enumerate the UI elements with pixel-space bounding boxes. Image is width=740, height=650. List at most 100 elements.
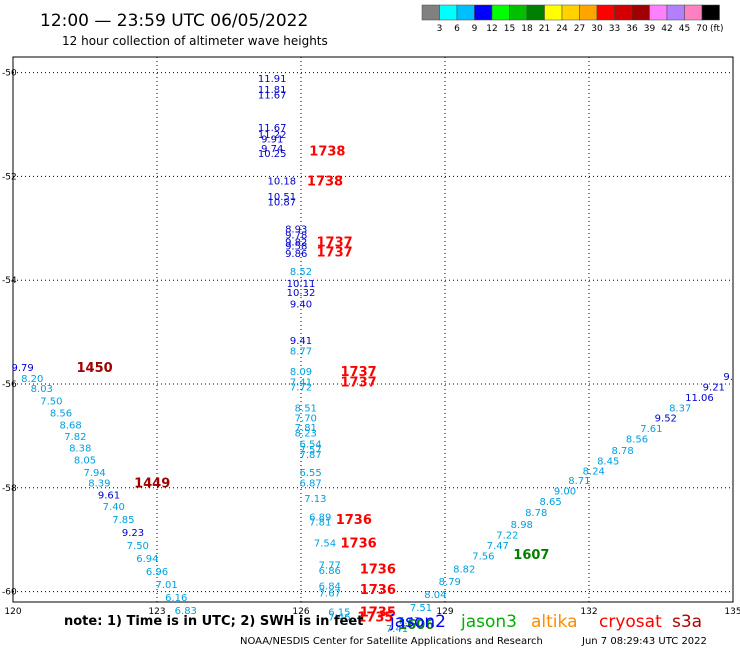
plot-area: 120 123 126 129 132 135 -50 -52 -54 -56 -58 -60 11.… [2, 56, 740, 635]
wave-height-value: 6.94 [136, 554, 158, 565]
wave-height-value: 7.47 [487, 541, 509, 552]
wave-height-value: 7.41 [290, 377, 312, 388]
wave-height-value: 9.78 [285, 231, 307, 242]
legend-swatch [421, 4, 440, 21]
legend-label: 24 [556, 24, 568, 34]
legend-swatch [456, 4, 475, 21]
satellite-name: cryosat [599, 612, 662, 632]
legend-swatch [439, 4, 458, 21]
pass-time-label: 1736 [336, 513, 372, 528]
wave-height-value: 6.86 [319, 566, 341, 577]
legend-swatch [544, 4, 563, 21]
legend-label: 6 [454, 24, 460, 34]
wave-height-value: 10.18 [267, 177, 296, 188]
y-tick-label: -52 [2, 172, 17, 182]
pass-time-label: 1736 [341, 536, 377, 551]
wave-height-value: 6.55 [299, 468, 321, 479]
pass-time-label: 1737 [341, 375, 377, 390]
wave-height-value: 9.74 [261, 144, 283, 155]
pass-time-label: 1606 [398, 618, 434, 633]
wave-height-value: 8.68 [59, 420, 81, 431]
wave-height-value: 9.86 [285, 249, 307, 260]
wave-height-value: 10.32 [287, 288, 316, 299]
wave-height-value: 8.56 [50, 409, 72, 420]
wave-height-value: 9.52 [655, 414, 677, 425]
wave-height-value: 7.56 [472, 551, 494, 562]
wave-height-value: 6.54 [299, 440, 321, 451]
wave-height-value: 8.45 [597, 456, 619, 467]
wave-height-value: 8.24 [583, 467, 605, 478]
wave-height-value: 8.23 [295, 428, 317, 439]
wave-height-value: 11.91 [258, 74, 287, 85]
wave-height-points: 11.9111.8111.6711.6711.229.919.7410.2510… [11, 74, 733, 635]
wave-height-value: 6.87 [299, 479, 321, 490]
legend-label: 9 [472, 24, 478, 34]
pass-time-label: 1450 [77, 361, 113, 376]
wave-height-value: 7.46 [328, 613, 350, 624]
legend-unit: (ft) [710, 24, 724, 34]
wave-height-value: 7.50 [40, 397, 62, 408]
footer-credit: NOAA/NESDIS Center for Satellite Applica… [240, 636, 543, 647]
chart-subtitle: 12 hour collection of altimeter wave hei… [62, 34, 328, 48]
legend-label: 30 [591, 24, 603, 34]
wave-height-value: 9.00 [554, 486, 576, 497]
wave-height-value: 8.82 [453, 564, 475, 575]
legend-label: 39 [644, 24, 656, 34]
wave-height-value: 8.04 [424, 590, 446, 601]
legend-label: 42 [661, 24, 672, 34]
wave-height-value: 8.09 [290, 367, 312, 378]
pass-time-label: 1738 [307, 175, 343, 190]
wave-height-value: 7.81 [309, 518, 331, 529]
wave-height-value: 9. [723, 372, 733, 383]
legend-swatch [649, 4, 668, 21]
wave-height-value: 7.67 [319, 589, 341, 600]
wave-height-value: 8.38 [69, 443, 91, 454]
wave-height-value: 8.03 [31, 384, 53, 395]
wave-height-value: 7.22 [496, 531, 518, 542]
wave-height-value: 8.77 [290, 346, 312, 357]
plot-frame [12, 56, 734, 603]
y-tick-label: -56 [2, 380, 17, 390]
wave-height-value: 9.21 [703, 383, 725, 394]
pass-time-label: 1737 [317, 235, 353, 250]
legend-swatch [631, 4, 650, 21]
wave-height-value: 8.20 [21, 374, 43, 385]
legend-swatch [701, 4, 720, 21]
legend-label: 21 [539, 24, 550, 34]
wave-height-value: 6.83 [175, 606, 197, 617]
wave-height-value: 8.51 [295, 403, 317, 414]
legend-swatch [666, 4, 685, 21]
wave-height-value: 6.96 [146, 567, 168, 578]
legend-swatch [474, 4, 493, 21]
wave-height-value: 8.98 [511, 520, 533, 531]
legend-swatch [491, 4, 510, 21]
wave-height-value: 8.79 [439, 577, 461, 588]
wave-height-value: 7.61 [640, 424, 662, 435]
x-tick-label: 129 [436, 607, 453, 617]
x-tick-label: 120 [4, 607, 21, 617]
wave-height-value: 7.57 [299, 445, 321, 456]
wave-height-value: 6.16 [165, 593, 187, 604]
pass-time-label: 1607 [513, 548, 549, 563]
y-tick-label: -54 [2, 276, 17, 286]
wave-height-value: 10.25 [258, 149, 287, 160]
wave-height-value: 7.13 [304, 494, 326, 505]
wave-height-value: 11.22 [258, 130, 287, 141]
wave-height-value: 8.52 [290, 267, 312, 278]
y-tick-label: -58 [2, 484, 17, 494]
wave-height-value: 8.78 [611, 446, 633, 457]
legend-swatch [526, 4, 545, 21]
pass-time-label: 1737 [317, 246, 353, 261]
legend-label: 18 [521, 24, 533, 34]
wave-height-value: 7.70 [295, 414, 317, 425]
wave-height-value: 10.51 [267, 192, 296, 203]
wave-height-value: 7.51 [410, 603, 432, 614]
legend-label: 45 [679, 24, 690, 34]
grid-lines [13, 57, 733, 602]
wave-height-value: 9.23 [122, 528, 144, 539]
wave-height-value: 9.79 [11, 363, 33, 374]
wave-height-value: 11.06 [685, 393, 714, 404]
wave-height-value: 9.58 [285, 241, 307, 252]
legend-label: 12 [486, 24, 497, 34]
wave-height-value: 9.82 [285, 237, 307, 248]
